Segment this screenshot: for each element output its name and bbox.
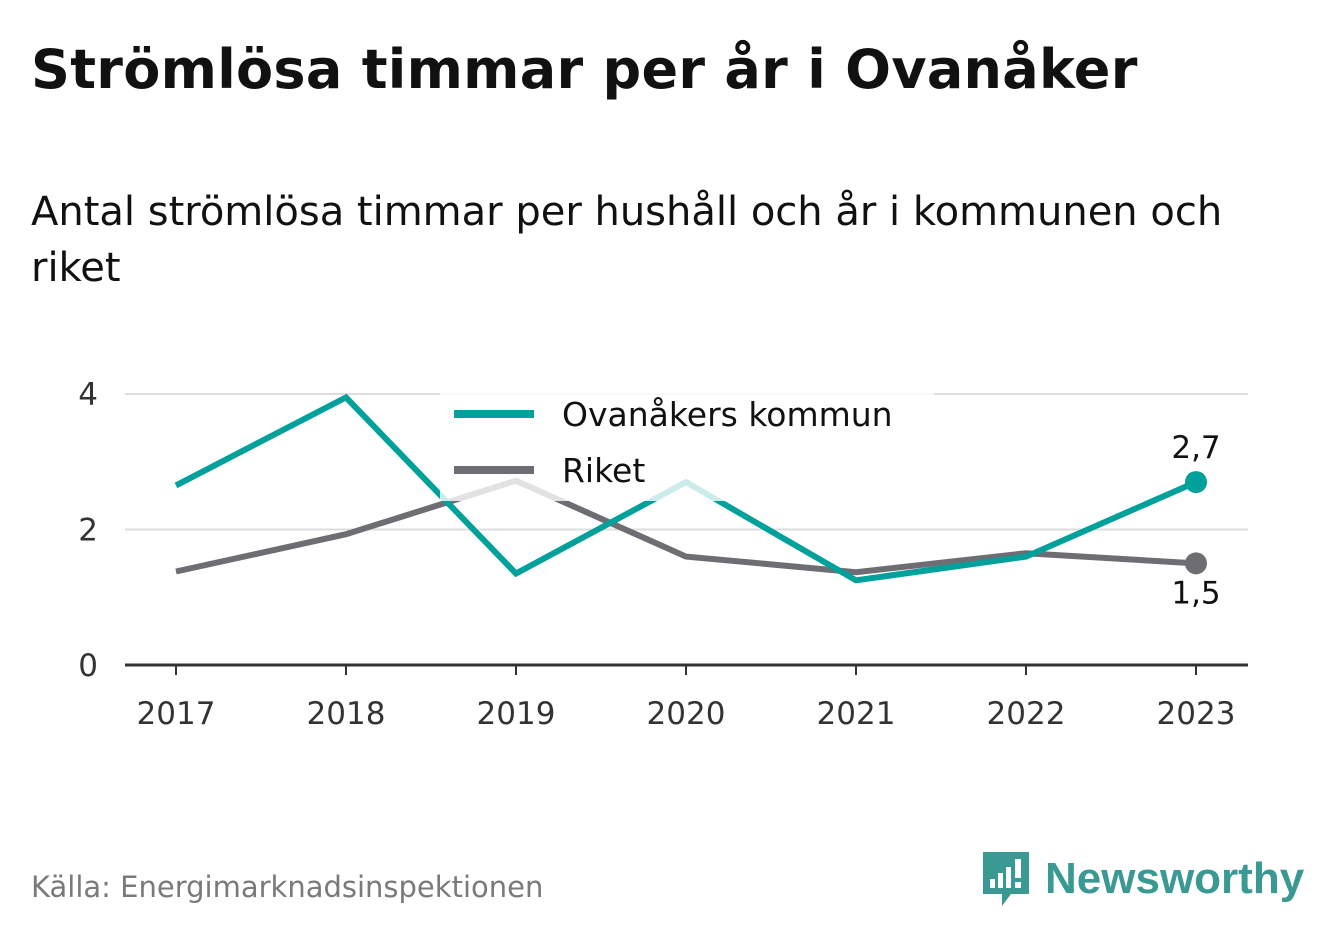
y-tick-label: 2 (78, 513, 98, 549)
series-end-point (1185, 471, 1207, 494)
x-tick-label: 2023 (1157, 696, 1236, 732)
end-value-label: 2,7 (1171, 430, 1220, 466)
line-chart: 0 2 4 2017 2018 2019 2020 2021 2022 2023 2,7 1,5 Ova… (78, 377, 1248, 732)
legend-label: Ovanåkers kommun (562, 395, 893, 434)
legend-background (440, 383, 934, 501)
chart-title: Strömlösa timmar per år i Ovanåker (31, 38, 1138, 101)
y-tick-label: 4 (78, 377, 98, 413)
series-end-point (1185, 552, 1207, 575)
legend-label: Riket (562, 451, 645, 490)
brand-name: Newsworthy (1045, 854, 1305, 903)
x-tick-label: 2022 (987, 696, 1066, 732)
y-tick-label: 0 (78, 648, 98, 684)
x-tick-label: 2021 (817, 696, 896, 732)
chart-subtitle: Antal strömlösa timmar per hushåll och å… (31, 189, 1223, 291)
x-tick-label: 2019 (477, 696, 556, 732)
newsworthy-bar-chart-icon (983, 852, 1029, 906)
brand-logo: Newsworthy (981, 848, 1304, 910)
x-tick-label: 2017 (137, 696, 216, 732)
end-value-label: 1,5 (1171, 575, 1220, 611)
x-tick-label: 2020 (647, 696, 726, 732)
series-line (175, 477, 1197, 576)
source-note: Källa: Energimarknadsinspektionen (31, 870, 544, 904)
x-tick-label: 2018 (307, 696, 386, 732)
